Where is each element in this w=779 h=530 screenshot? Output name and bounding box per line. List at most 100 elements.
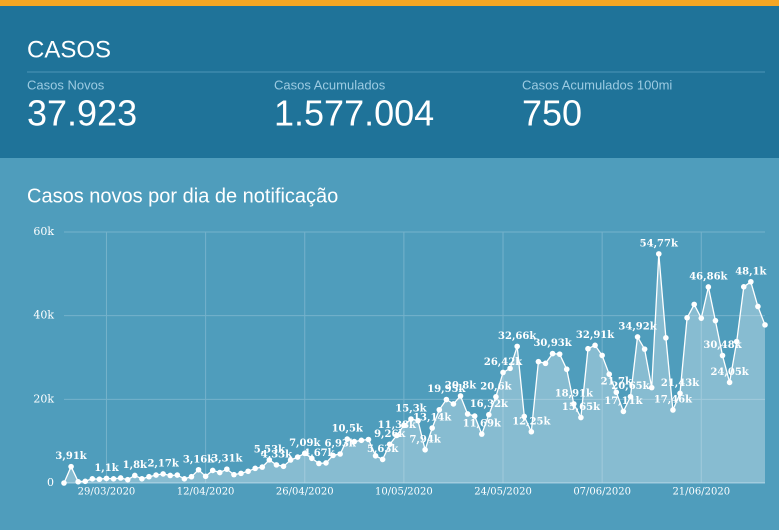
point	[592, 342, 598, 349]
point	[571, 401, 577, 407]
data-label: 54,77k	[640, 238, 679, 249]
data-label: 46,86k	[689, 271, 728, 282]
point	[663, 335, 669, 341]
point	[330, 452, 336, 459]
point	[309, 455, 315, 462]
data-label: 32,66k	[498, 331, 537, 342]
data-label: 24,05k	[710, 367, 749, 378]
data-label: 15,65k	[562, 402, 601, 413]
point	[542, 360, 549, 367]
point	[585, 345, 591, 352]
point	[493, 394, 499, 400]
point	[691, 301, 697, 308]
point	[563, 366, 570, 373]
point	[755, 303, 761, 310]
point	[443, 396, 450, 403]
data-label: 17,46k	[654, 394, 693, 405]
data-label: 21,43k	[661, 378, 700, 389]
point	[471, 413, 478, 419]
data-label: 11,69k	[463, 419, 502, 430]
point	[358, 437, 365, 444]
x-tick-label: 12/04/2020	[177, 487, 235, 498]
data-label: 4,33k	[261, 449, 293, 460]
data-label: 9,26k	[374, 429, 406, 440]
x-tick-label: 10/05/2020	[375, 487, 433, 498]
data-label: 6,93k	[325, 439, 357, 450]
point	[231, 471, 237, 478]
point	[316, 460, 322, 467]
point	[202, 473, 209, 480]
point	[89, 476, 96, 482]
point	[599, 352, 605, 359]
point	[153, 472, 159, 478]
point	[351, 438, 358, 445]
data-label: 20,65k	[611, 381, 650, 392]
point	[740, 284, 747, 290]
point	[386, 441, 393, 448]
point	[556, 351, 563, 357]
area	[64, 253, 765, 483]
point	[415, 417, 421, 424]
data-label: 5,53k	[254, 444, 286, 455]
point	[238, 470, 244, 477]
section-title: CASOS	[27, 36, 111, 63]
point	[648, 384, 655, 391]
data-label: 12,25k	[512, 416, 551, 427]
point	[450, 401, 457, 407]
data-label: 21,7k	[601, 377, 633, 388]
point	[698, 315, 705, 321]
point	[500, 369, 506, 376]
data-label: 5,63k	[367, 444, 399, 455]
data-label: 19,95k	[427, 384, 466, 395]
point	[146, 473, 152, 480]
point	[103, 475, 110, 482]
data-label: 30,48k	[703, 340, 742, 351]
data-label: 1,1k	[94, 463, 119, 474]
point	[365, 436, 372, 443]
point	[478, 431, 485, 437]
point	[294, 454, 301, 460]
data-label: 7,09k	[289, 438, 321, 449]
point	[486, 411, 492, 418]
data-label: 3,16k	[183, 454, 215, 465]
point	[139, 476, 145, 482]
point	[117, 475, 124, 481]
data-label: 48,1k	[735, 266, 767, 277]
data-label: 2,17k	[147, 458, 179, 469]
point	[61, 480, 67, 486]
stat-value: 1.577.004	[274, 93, 434, 134]
data-label: 3,31k	[211, 454, 243, 465]
data-label: 18,91k	[555, 388, 594, 399]
point	[344, 436, 351, 442]
point	[627, 393, 634, 400]
point	[535, 358, 542, 365]
data-label: 4,67k	[303, 448, 335, 459]
point	[507, 365, 513, 372]
point	[301, 450, 308, 457]
point	[762, 322, 768, 328]
data-label: 15,3k	[395, 403, 427, 414]
point	[684, 314, 690, 321]
point	[216, 469, 223, 476]
data-label: 3,91k	[55, 451, 87, 462]
y-tick-label: 0	[47, 476, 54, 489]
x-tick-label: 07/06/2020	[573, 487, 631, 498]
top-bar	[0, 0, 779, 6]
point	[677, 390, 683, 397]
point	[188, 473, 195, 480]
data-label: 32,91k	[576, 330, 615, 341]
data-label: 17,11k	[604, 396, 643, 407]
header-panel	[0, 0, 779, 158]
x-tick-label: 24/05/2020	[474, 487, 532, 498]
data-label: 26,42k	[484, 357, 523, 368]
stat-value: 37.923	[27, 93, 137, 134]
point	[733, 338, 740, 345]
point	[287, 457, 294, 463]
data-label: 34,92k	[618, 321, 657, 332]
point	[224, 466, 230, 472]
point	[124, 476, 131, 483]
point	[549, 350, 556, 357]
point	[174, 472, 181, 478]
point	[436, 406, 443, 413]
